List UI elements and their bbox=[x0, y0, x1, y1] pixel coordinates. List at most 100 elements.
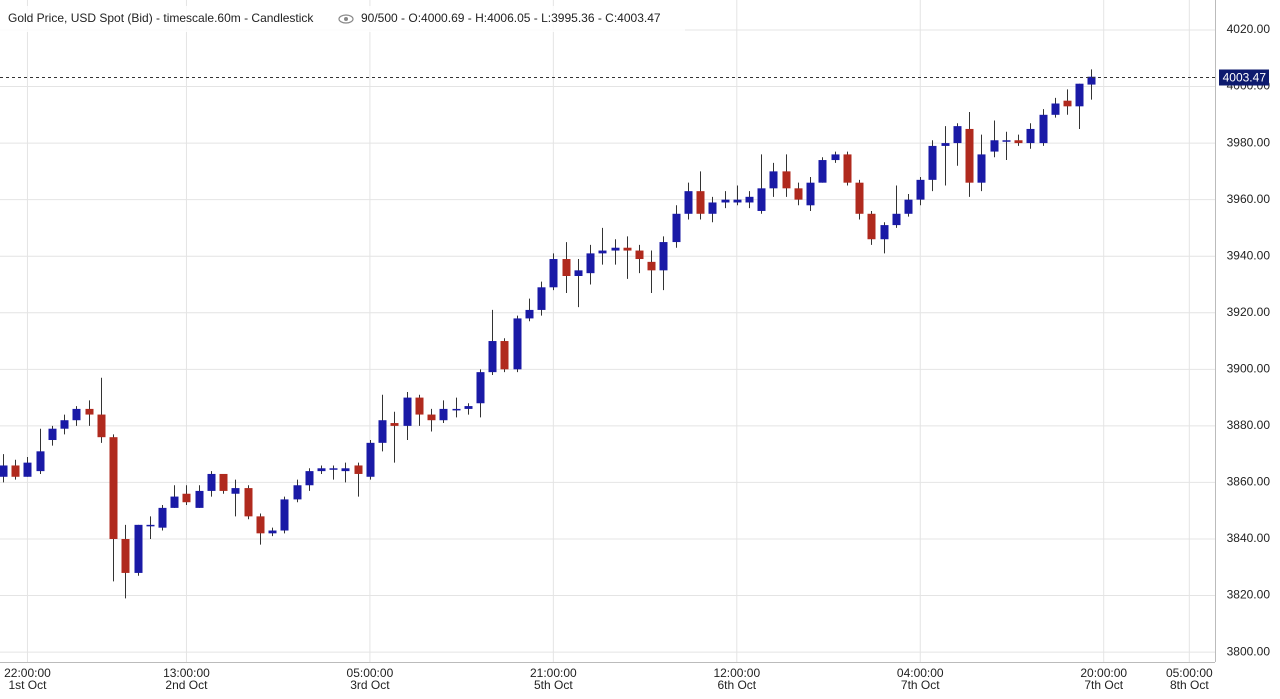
candle-body bbox=[892, 213, 901, 226]
y-tick-label: 3860.00 bbox=[1227, 475, 1271, 489]
candle-body bbox=[611, 247, 620, 251]
candle-body bbox=[513, 318, 522, 370]
candle-body bbox=[452, 408, 461, 411]
candle-body bbox=[158, 507, 167, 528]
candles bbox=[0, 69, 1096, 599]
y-tick-label: 4020.00 bbox=[1227, 22, 1271, 36]
x-tick-label: 21:00:00 bbox=[530, 666, 577, 680]
candle-body bbox=[134, 524, 143, 573]
x-tick-sublabel: 7th Oct bbox=[901, 678, 940, 692]
candle-body bbox=[635, 250, 644, 260]
candle-body bbox=[244, 488, 253, 517]
candle-body bbox=[60, 420, 69, 429]
candle-body bbox=[268, 530, 277, 534]
candle-body bbox=[525, 309, 534, 319]
candle-body bbox=[696, 191, 705, 214]
y-tick-label: 3820.00 bbox=[1227, 588, 1271, 602]
candle-body bbox=[1063, 100, 1072, 107]
candle-body bbox=[769, 171, 778, 189]
candle-body bbox=[146, 524, 155, 527]
candle-body bbox=[366, 442, 375, 477]
x-tick-sublabel: 6th Oct bbox=[717, 678, 756, 692]
candle-body bbox=[562, 259, 571, 276]
candle-body bbox=[990, 140, 999, 152]
candle-body bbox=[1051, 103, 1060, 115]
y-tick-label: 3840.00 bbox=[1227, 531, 1271, 545]
candle-body bbox=[11, 465, 20, 477]
x-tick-label: 12:00:00 bbox=[713, 666, 760, 680]
x-tick-sublabel: 8th Oct bbox=[1170, 678, 1209, 692]
candle-body bbox=[782, 171, 791, 189]
chart-title: Gold Price, USD Spot (Bid) - timescale.6… bbox=[8, 11, 314, 25]
candle-body bbox=[293, 485, 302, 500]
candle-body bbox=[549, 259, 558, 288]
candle-body bbox=[928, 145, 937, 180]
candle-body bbox=[500, 341, 509, 370]
candle-body bbox=[941, 143, 950, 146]
candle-body bbox=[537, 287, 546, 310]
candle-body bbox=[623, 247, 632, 251]
candle-body bbox=[880, 225, 889, 240]
candle-body bbox=[36, 451, 45, 472]
candle-body bbox=[1039, 114, 1048, 144]
candle-body bbox=[85, 408, 94, 415]
candle-body bbox=[439, 408, 448, 421]
x-tick-sublabel: 1st Oct bbox=[8, 678, 47, 692]
candle-body bbox=[170, 496, 179, 508]
candle-body bbox=[904, 199, 913, 214]
candle-body bbox=[317, 468, 326, 472]
candle-body bbox=[598, 250, 607, 254]
candle-body bbox=[403, 397, 412, 426]
candle-body bbox=[684, 191, 693, 214]
x-tick-sublabel: 3rd Oct bbox=[350, 678, 390, 692]
candle-body bbox=[586, 253, 595, 274]
candle-body bbox=[831, 154, 840, 161]
candle-body bbox=[659, 242, 668, 271]
y-tick-label: 3900.00 bbox=[1227, 361, 1271, 375]
candle-body bbox=[378, 420, 387, 443]
last-price-box bbox=[1219, 69, 1269, 86]
candle-body bbox=[476, 372, 485, 404]
header-backdrop bbox=[0, 6, 685, 32]
eye-icon bbox=[338, 14, 354, 24]
x-tick-label: 20:00:00 bbox=[1080, 666, 1127, 680]
candle-body bbox=[672, 213, 681, 243]
candle-body bbox=[647, 261, 656, 271]
candle-body bbox=[23, 462, 32, 477]
x-tick-label: 05:00:00 bbox=[347, 666, 394, 680]
x-tick-label: 04:00:00 bbox=[897, 666, 944, 680]
candle-body bbox=[818, 160, 827, 183]
candle-body bbox=[207, 473, 216, 491]
candle-body bbox=[1087, 76, 1096, 85]
candle-body bbox=[280, 499, 289, 531]
candle-body bbox=[219, 473, 228, 491]
x-tick-label: 22:00:00 bbox=[4, 666, 51, 680]
y-tick-label: 3960.00 bbox=[1227, 192, 1271, 206]
labels: 3800.00 3820.00 3840.00 3860.00 3880.00 3900.… bbox=[0, 22, 1270, 692]
y-tick-label: 3800.00 bbox=[1227, 644, 1271, 658]
x-tick-sublabel: 2nd Oct bbox=[165, 678, 208, 692]
candle-body bbox=[733, 199, 742, 203]
candle-body bbox=[341, 468, 350, 472]
candle-body bbox=[390, 423, 399, 426]
candle-body bbox=[867, 213, 876, 240]
candle-body bbox=[1026, 128, 1035, 144]
candle-body bbox=[843, 154, 852, 183]
candle-body bbox=[72, 408, 81, 421]
candle-body bbox=[415, 397, 424, 415]
candle-body bbox=[0, 465, 8, 477]
candle-body bbox=[121, 538, 130, 573]
candle-body bbox=[109, 437, 118, 539]
candle-body bbox=[182, 493, 191, 503]
last-price-label: 4003.47 bbox=[1223, 71, 1267, 85]
candle-body bbox=[354, 465, 363, 474]
candle-body bbox=[574, 270, 583, 276]
x-tick-label: 13:00:00 bbox=[163, 666, 210, 680]
candle-body bbox=[305, 471, 314, 486]
x-tick-sublabel: 5th Oct bbox=[534, 678, 573, 692]
candle-body bbox=[329, 468, 338, 470]
candle-body bbox=[757, 188, 766, 211]
candle-body bbox=[855, 182, 864, 214]
